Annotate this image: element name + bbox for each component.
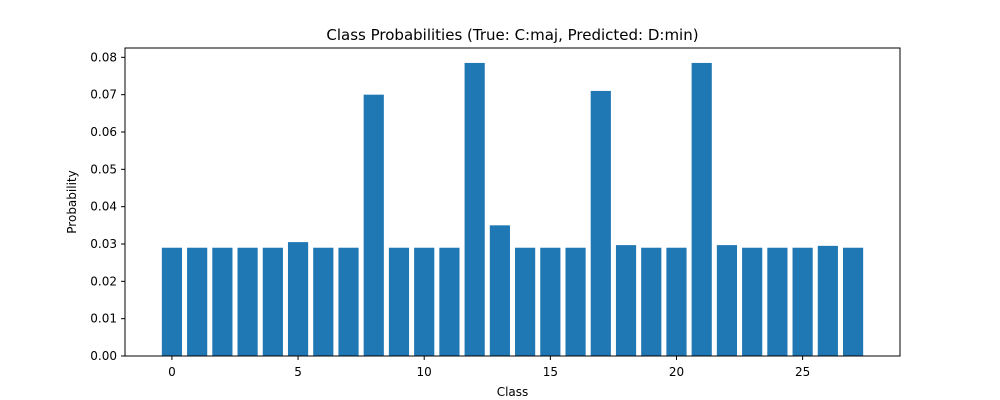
y-axis-ticks: 0.00 0.01 0.02 0.03 0.04 0.05 0.06 0.07 0.08 — [90, 50, 125, 363]
bar-class-25 — [792, 247, 813, 356]
bar-class-9 — [388, 247, 410, 356]
x-tick-label: 15 — [543, 365, 558, 379]
y-tick-label: 0.07 — [90, 88, 117, 102]
y-tick-label: 0.02 — [90, 274, 117, 288]
bars — [161, 62, 864, 357]
bar-class-1 — [187, 247, 208, 356]
x-axis-ticks: 0 5 10 15 20 25 — [168, 356, 810, 379]
x-tick-label: 20 — [669, 365, 684, 379]
y-tick-label: 0.08 — [90, 50, 117, 64]
bar-class-3 — [237, 247, 258, 356]
bar-class-17 — [590, 90, 611, 356]
plot-area: 0 5 10 15 20 25 0.000.010.020.030.040.050.060… — [90, 47, 901, 379]
x-tick-label: 25 — [795, 365, 810, 379]
bar-class-18 — [615, 245, 637, 356]
bar-class-20 — [666, 247, 687, 356]
axes-frame — [124, 47, 901, 357]
x-tick-label: 10 — [417, 365, 432, 379]
bar-class-12 — [464, 62, 485, 356]
bar-class-6 — [313, 247, 334, 356]
bar-class-8 — [363, 94, 384, 357]
y-tick-label: 0.05 — [90, 162, 117, 176]
bar-class-21 — [691, 62, 712, 356]
bar-class-13 — [489, 225, 510, 356]
bar-class-26 — [817, 245, 838, 356]
bar-class-24 — [767, 247, 788, 356]
bar-class-2 — [212, 247, 233, 356]
y-tick-label: 0.04 — [90, 200, 117, 214]
bar-class-15 — [540, 247, 561, 356]
x-tick-label: 5 — [294, 365, 302, 379]
y-axis-label: Probability — [65, 170, 79, 233]
y-tick-label: 0.01 — [90, 312, 117, 326]
x-tick-label: 0 — [168, 365, 176, 379]
bar-class-11 — [439, 247, 460, 356]
bar-class-4 — [262, 247, 283, 356]
bar-class-23 — [742, 247, 763, 356]
bar-class-27 — [842, 247, 864, 356]
y-tick-label: 0.06 — [90, 125, 117, 139]
bar-class-19 — [641, 247, 662, 356]
bar-class-14 — [515, 247, 536, 356]
bar-class-0 — [161, 247, 183, 356]
bar-class-5 — [287, 242, 309, 356]
bar-class-22 — [716, 245, 738, 356]
bar-class-10 — [414, 247, 435, 356]
bar-class-7 — [338, 247, 359, 356]
y-tick-label: 0.03 — [90, 237, 117, 251]
x-axis-label: Class — [497, 385, 529, 399]
chart-title: Class Probabilities (True: C:maj, Predic… — [326, 26, 698, 44]
y-tick-label: 0.00 — [90, 349, 117, 363]
bar-class-16 — [565, 247, 586, 356]
